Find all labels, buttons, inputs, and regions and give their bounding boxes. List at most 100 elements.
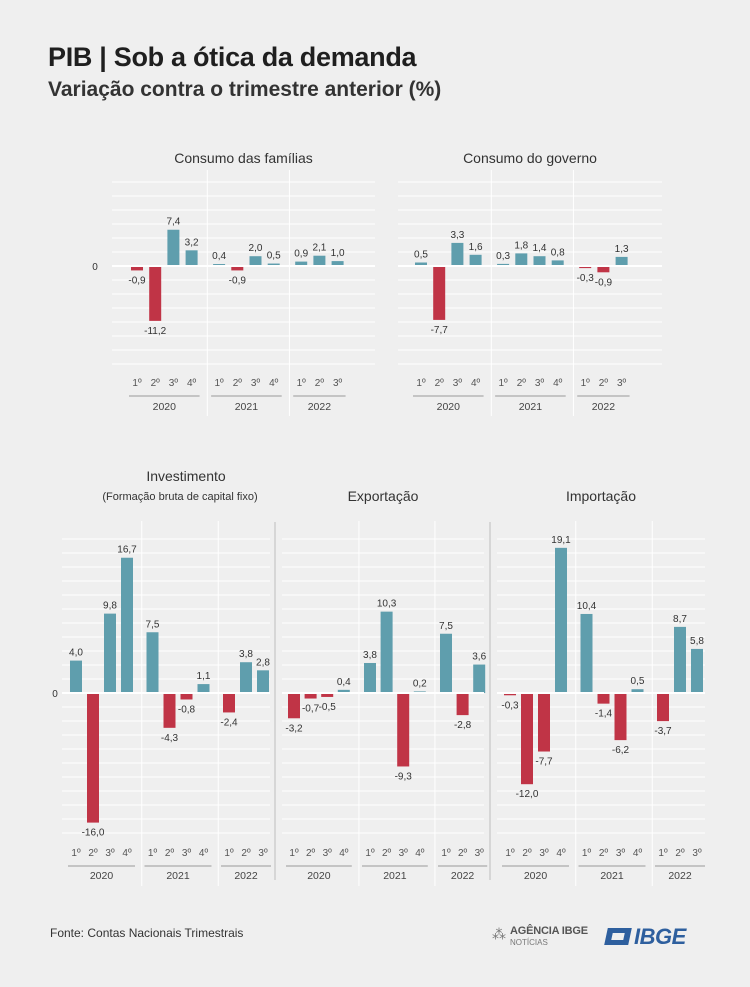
data-label: 0,5 (631, 676, 645, 687)
zero-tick-label: 0 (92, 262, 98, 273)
bar (615, 256, 628, 266)
data-label: -0,3 (577, 273, 595, 284)
quarter-tick-label: 4º (199, 848, 209, 859)
data-label: -11,2 (144, 326, 166, 337)
data-label: 4,0 (69, 648, 83, 659)
bar (70, 660, 82, 693)
data-label: 1,0 (331, 248, 345, 259)
data-label: -4,3 (161, 733, 179, 744)
bar (440, 633, 452, 693)
year-tick-label: 2022 (308, 401, 332, 413)
data-label: 1,4 (533, 243, 547, 254)
source-note: Fonte: Contas Nacionais Trimestrais (50, 926, 244, 940)
data-label: -0,3 (501, 700, 519, 711)
chart-title: Consumo do governo (463, 150, 597, 166)
bar (167, 229, 180, 266)
bar (473, 664, 486, 693)
bar (313, 255, 326, 266)
quarter-tick-label: 2º (675, 848, 685, 859)
quarter-tick-label: 2º (151, 378, 161, 389)
quarter-tick-label: 4º (415, 848, 425, 859)
quarter-tick-label: 1º (416, 378, 426, 389)
quarter-tick-label: 1º (132, 378, 142, 389)
quarter-tick-label: 1º (365, 848, 375, 859)
quarter-tick-label: 4º (269, 378, 279, 389)
data-label: -0,7 (302, 704, 320, 715)
chart-subtitle: (Formação bruta de capital fixo) (102, 491, 257, 503)
data-label: -0,9 (595, 277, 613, 288)
bar (231, 266, 244, 271)
data-label: -1,4 (595, 709, 613, 720)
bar (180, 693, 193, 700)
year-tick-label: 2021 (166, 870, 190, 882)
bar (597, 266, 610, 273)
bar (551, 260, 564, 266)
quarter-tick-label: 1º (582, 848, 592, 859)
bar (267, 263, 280, 266)
quarter-tick-label: 3º (182, 848, 192, 859)
data-label: 1,8 (514, 240, 528, 251)
data-label: -2,4 (220, 717, 238, 728)
data-label: 1,3 (615, 244, 629, 255)
quarter-tick-label: 2º (382, 848, 392, 859)
bar (521, 693, 533, 785)
bar (397, 693, 410, 767)
data-label: 2,1 (312, 243, 326, 254)
data-label: 5,8 (690, 636, 704, 647)
bar (579, 266, 592, 269)
quarter-tick-label: 2º (599, 848, 609, 859)
quarter-tick-label: 1º (148, 848, 158, 859)
bar (337, 689, 350, 693)
zero-tick-label: 0 (52, 689, 58, 700)
chart-title: Investimento (146, 468, 226, 484)
quarter-tick-label: 2º (233, 378, 243, 389)
year-tick-label: 2022 (668, 870, 692, 882)
bar (304, 693, 317, 699)
quarter-tick-label: 3º (105, 848, 115, 859)
data-label: -6,2 (612, 745, 630, 756)
data-label: 0,5 (414, 250, 428, 261)
data-label: -7,7 (431, 325, 449, 336)
quarter-tick-label: 3º (169, 378, 179, 389)
quarter-tick-label: 2º (599, 378, 609, 389)
bar (257, 670, 269, 693)
bar (288, 693, 300, 719)
quarter-tick-label: 2º (88, 848, 98, 859)
data-label: 7,5 (146, 619, 160, 630)
data-label: -0,8 (178, 704, 196, 715)
page-title: PIB | Sob a ótica da demanda (48, 42, 417, 72)
quarter-tick-label: 2º (241, 848, 251, 859)
bar (555, 547, 567, 693)
bar (249, 256, 262, 266)
quarter-tick-label: 4º (553, 378, 563, 389)
data-label: 9,8 (103, 601, 117, 612)
data-label: -16,0 (82, 828, 105, 839)
chart-title: Importação (566, 488, 636, 504)
quarter-tick-label: 2º (517, 378, 527, 389)
data-label: 10,4 (577, 601, 597, 612)
quarter-tick-label: 3º (539, 848, 549, 859)
data-label: 0,2 (413, 678, 427, 689)
data-label: -0,5 (319, 702, 337, 713)
year-tick-label: 2020 (153, 401, 177, 413)
quarter-tick-label: 3º (692, 848, 702, 859)
quarter-tick-label: 3º (333, 378, 343, 389)
quarter-tick-label: 4º (122, 848, 132, 859)
bar (146, 632, 159, 693)
year-tick-label: 2020 (437, 401, 461, 413)
data-label: 0,4 (212, 251, 226, 262)
data-label: -7,7 (535, 757, 553, 768)
data-label: -3,2 (285, 723, 303, 734)
year-tick-label: 2022 (234, 870, 258, 882)
quarter-tick-label: 3º (535, 378, 545, 389)
quarter-tick-label: 3º (453, 378, 463, 389)
agencia-mark-icon: ⁂ (492, 926, 506, 942)
chart-title: Exportação (348, 488, 419, 504)
quarter-tick-label: 3º (617, 378, 627, 389)
quarter-tick-label: 4º (556, 848, 566, 859)
quarter-tick-label: 1º (297, 378, 307, 389)
data-label: -12,0 (516, 789, 539, 800)
bar (104, 613, 116, 693)
year-tick-label: 2022 (592, 401, 616, 413)
